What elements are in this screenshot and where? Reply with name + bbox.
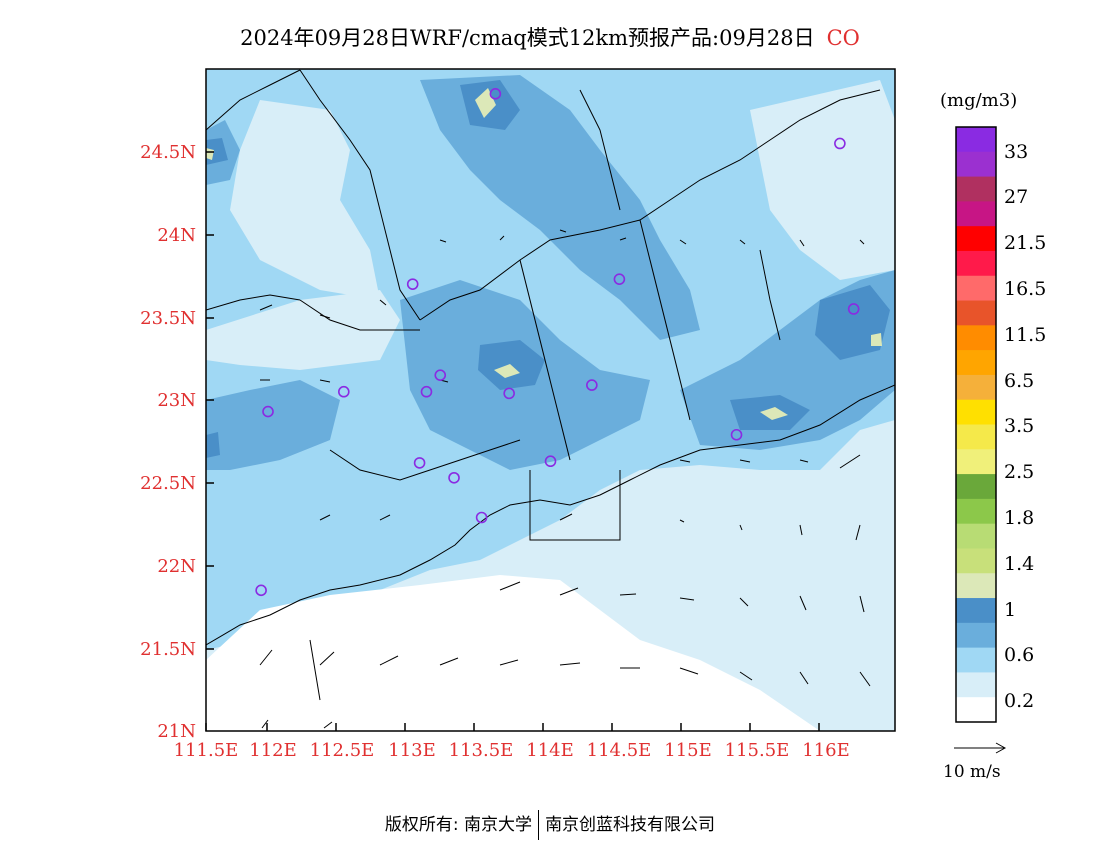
lat-tick: 23.5N [140, 308, 196, 329]
color-bar-segment [956, 647, 996, 673]
station-marker [544, 455, 557, 468]
footer-left: 版权所有: 南京大学 [384, 815, 533, 835]
station-marker [475, 511, 488, 524]
color-bar-segment [956, 201, 996, 227]
color-bar-segment [956, 424, 996, 450]
copyright-footer: 版权所有: 南京大学 南京创蓝科技有限公司 [0, 810, 1100, 840]
lat-tick: 22.5N [140, 473, 196, 494]
color-bar-segment [956, 176, 996, 202]
station-marker [847, 303, 860, 315]
legend-label: 1.4 [1004, 553, 1035, 575]
lat-tick: 23N [157, 390, 196, 411]
legend-label: 3.5 [1004, 415, 1035, 437]
lon-tick: 114E [526, 740, 574, 761]
lon-tick: 113E [388, 740, 436, 761]
legend-label: 6.5 [1004, 370, 1035, 392]
color-bar-segment [956, 350, 996, 376]
color-bar [955, 126, 997, 723]
color-bar-segment [956, 598, 996, 624]
station-marker [613, 273, 626, 285]
legend-label: 11.5 [1004, 324, 1047, 346]
chart-title: 2024年09月28日WRF/cmaq模式12km预报产品:09月28日 CO [0, 22, 1100, 52]
station-markers [255, 88, 860, 597]
lat-tick: 22N [157, 556, 196, 577]
station-marker [406, 278, 419, 290]
lat-tick: 21.5N [140, 639, 196, 660]
legend-label: 0.2 [1004, 690, 1035, 712]
station-marker [730, 428, 743, 441]
lat-tick: 24.5N [140, 142, 196, 163]
legend-label: 21.5 [1004, 232, 1047, 254]
station-marker [262, 405, 274, 418]
footer-divider [538, 810, 540, 840]
color-bar-segment [956, 498, 996, 525]
station-marker [503, 387, 515, 400]
color-bar-segment [956, 275, 996, 301]
legend-label: 1.8 [1004, 507, 1035, 529]
lon-tick: 111.5E [173, 740, 239, 761]
lat-tick: 24N [157, 225, 196, 246]
color-bar-segment [956, 672, 996, 698]
title-species: CO [826, 26, 860, 50]
boundaries [206, 69, 895, 701]
color-bar-segment [956, 226, 996, 252]
tick-marks [205, 151, 820, 731]
wind-vectors [259, 229, 871, 729]
station-marker [337, 385, 350, 398]
color-bar-segment [956, 151, 996, 177]
legend-unit: (mg/m3) [940, 90, 1018, 111]
color-bar-segment [956, 325, 996, 351]
legend-label: 27 [1004, 186, 1029, 208]
color-bar-segment [956, 573, 996, 599]
color-bar-segment [956, 548, 996, 574]
color-bar-segment [956, 300, 996, 326]
title-main: 2024年09月28日WRF/cmaq模式12km预报产品:09月28日 [240, 26, 815, 50]
color-bar-segment [956, 250, 996, 277]
lon-tick: 114.5E [586, 740, 652, 761]
legend-label: 33 [1004, 141, 1029, 163]
legend-label: 16.5 [1004, 278, 1047, 300]
legend-label: 0.6 [1004, 644, 1035, 666]
color-bar-segment [956, 399, 996, 425]
color-bar-segment [956, 697, 996, 723]
color-bar-segment [956, 474, 996, 500]
color-bar-segment [956, 127, 996, 153]
station-marker [413, 457, 426, 469]
color-bar-segment [956, 523, 996, 549]
reference-vector-arrow [954, 742, 1007, 754]
station-marker [586, 379, 598, 391]
station-marker [420, 385, 433, 398]
reference-vector-label: 10 m/s [943, 762, 1001, 782]
lon-tick: 112.5E [309, 740, 375, 761]
lon-tick: 115E [664, 740, 712, 761]
legend-label: 1 [1004, 599, 1017, 621]
lon-tick: 115.5E [724, 740, 790, 761]
station-marker [489, 88, 502, 100]
lat-tick: 21N [157, 721, 196, 742]
station-marker [834, 137, 846, 150]
station-marker [434, 369, 447, 381]
station-marker [448, 471, 460, 484]
lon-tick: 112E [249, 740, 297, 761]
lon-tick: 116E [802, 740, 850, 761]
station-marker [255, 584, 267, 597]
concentration-field [206, 69, 895, 731]
color-bar-segment [956, 374, 996, 401]
color-bar-segment [956, 449, 996, 475]
legend-label: 2.5 [1004, 461, 1035, 483]
color-bar-segment [956, 622, 996, 649]
lon-tick: 113.5E [448, 740, 514, 761]
footer-right: 南京创蓝科技有限公司 [545, 815, 716, 835]
